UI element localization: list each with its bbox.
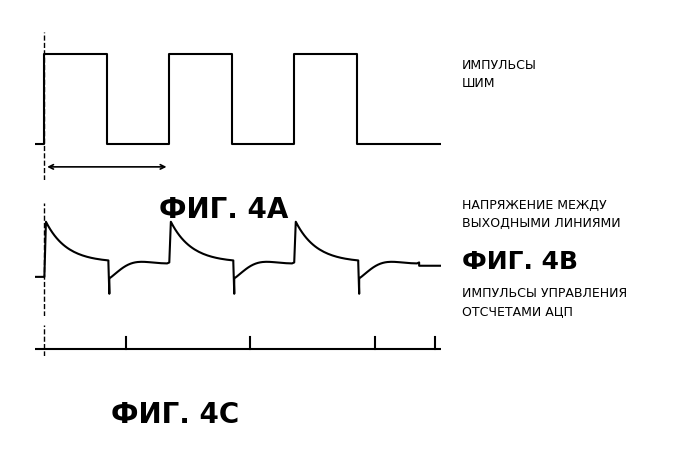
Text: ФИГ. 4A: ФИГ. 4A [160, 196, 288, 224]
Text: ФИГ. 4B: ФИГ. 4B [462, 249, 578, 274]
Text: ФИГ. 4C: ФИГ. 4C [111, 401, 239, 429]
Text: НАПРЯЖЕНИЕ МЕЖДУ
ВЫХОДНЫМИ ЛИНИЯМИ: НАПРЯЖЕНИЕ МЕЖДУ ВЫХОДНЫМИ ЛИНИЯМИ [462, 199, 621, 230]
Text: ИМПУЛЬСЫ УПРАВЛЕНИЯ
ОТСЧЕТАМИ АЦП: ИМПУЛЬСЫ УПРАВЛЕНИЯ ОТСЧЕТАМИ АЦП [462, 287, 627, 318]
Text: ИМПУЛЬСЫ
ШИМ: ИМПУЛЬСЫ ШИМ [462, 59, 537, 90]
